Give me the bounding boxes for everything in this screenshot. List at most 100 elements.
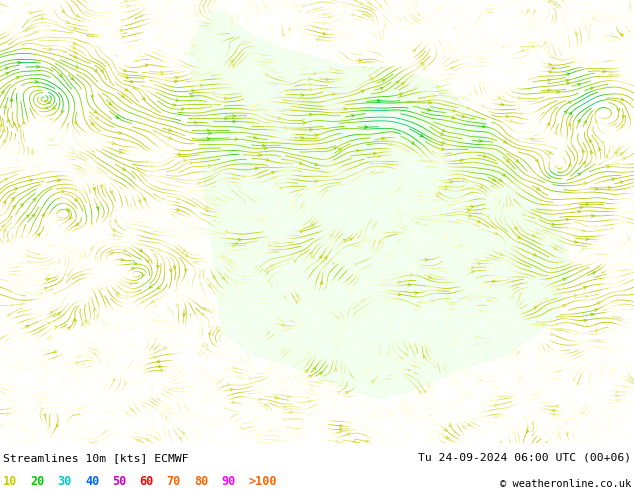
FancyArrowPatch shape — [453, 374, 456, 377]
FancyArrowPatch shape — [223, 377, 226, 380]
FancyArrowPatch shape — [395, 40, 398, 43]
FancyArrowPatch shape — [403, 414, 406, 416]
FancyArrowPatch shape — [321, 200, 324, 203]
FancyArrowPatch shape — [583, 162, 585, 165]
FancyArrowPatch shape — [7, 167, 10, 169]
FancyArrowPatch shape — [291, 14, 295, 17]
FancyArrowPatch shape — [361, 192, 365, 195]
FancyArrowPatch shape — [414, 403, 417, 405]
FancyArrowPatch shape — [442, 129, 445, 132]
FancyArrowPatch shape — [586, 238, 588, 241]
FancyArrowPatch shape — [253, 68, 256, 72]
FancyArrowPatch shape — [42, 366, 44, 368]
FancyArrowPatch shape — [460, 339, 463, 342]
FancyArrowPatch shape — [221, 256, 224, 259]
FancyArrowPatch shape — [449, 92, 452, 94]
FancyArrowPatch shape — [234, 326, 237, 329]
FancyArrowPatch shape — [228, 269, 231, 271]
FancyArrowPatch shape — [35, 80, 38, 83]
FancyArrowPatch shape — [452, 356, 455, 359]
FancyArrowPatch shape — [318, 324, 321, 327]
FancyArrowPatch shape — [517, 351, 520, 354]
FancyArrowPatch shape — [518, 97, 521, 99]
FancyArrowPatch shape — [261, 253, 264, 256]
FancyArrowPatch shape — [295, 20, 299, 23]
FancyArrowPatch shape — [17, 152, 20, 155]
FancyArrowPatch shape — [416, 251, 419, 254]
FancyArrowPatch shape — [142, 381, 145, 384]
FancyArrowPatch shape — [232, 228, 235, 231]
FancyArrowPatch shape — [10, 390, 12, 392]
FancyArrowPatch shape — [273, 7, 276, 10]
FancyArrowPatch shape — [459, 9, 462, 12]
FancyArrowPatch shape — [393, 421, 396, 423]
FancyArrowPatch shape — [245, 0, 249, 3]
FancyArrowPatch shape — [3, 366, 6, 368]
FancyArrowPatch shape — [26, 325, 29, 328]
FancyArrowPatch shape — [372, 32, 375, 36]
FancyArrowPatch shape — [339, 431, 342, 433]
FancyArrowPatch shape — [554, 132, 557, 135]
FancyArrowPatch shape — [89, 231, 91, 234]
FancyArrowPatch shape — [462, 1, 465, 4]
FancyArrowPatch shape — [410, 27, 413, 30]
FancyArrowPatch shape — [160, 335, 163, 338]
FancyArrowPatch shape — [82, 323, 84, 326]
FancyArrowPatch shape — [407, 41, 410, 44]
FancyArrowPatch shape — [475, 336, 478, 338]
FancyArrowPatch shape — [77, 355, 80, 358]
FancyArrowPatch shape — [286, 425, 289, 428]
FancyArrowPatch shape — [98, 285, 101, 288]
FancyArrowPatch shape — [355, 199, 358, 202]
FancyArrowPatch shape — [195, 33, 198, 36]
FancyArrowPatch shape — [245, 322, 247, 325]
FancyArrowPatch shape — [287, 395, 290, 398]
FancyArrowPatch shape — [6, 73, 9, 75]
FancyArrowPatch shape — [370, 78, 373, 80]
FancyArrowPatch shape — [267, 313, 269, 316]
FancyArrowPatch shape — [368, 1, 371, 4]
FancyArrowPatch shape — [616, 394, 618, 397]
FancyArrowPatch shape — [161, 73, 164, 76]
FancyArrowPatch shape — [463, 344, 467, 346]
FancyArrowPatch shape — [382, 80, 385, 82]
FancyArrowPatch shape — [616, 384, 619, 387]
FancyArrowPatch shape — [609, 125, 612, 127]
FancyArrowPatch shape — [323, 13, 326, 16]
FancyArrowPatch shape — [585, 295, 588, 298]
FancyArrowPatch shape — [343, 211, 346, 213]
FancyArrowPatch shape — [3, 140, 5, 144]
FancyArrowPatch shape — [252, 305, 256, 308]
FancyArrowPatch shape — [4, 178, 8, 181]
FancyArrowPatch shape — [476, 45, 479, 48]
FancyArrowPatch shape — [32, 130, 35, 133]
FancyArrowPatch shape — [366, 14, 370, 17]
FancyArrowPatch shape — [559, 30, 561, 33]
FancyArrowPatch shape — [517, 236, 521, 238]
FancyArrowPatch shape — [270, 26, 273, 29]
FancyArrowPatch shape — [457, 245, 460, 248]
FancyArrowPatch shape — [501, 103, 503, 106]
FancyArrowPatch shape — [305, 289, 307, 292]
FancyArrowPatch shape — [368, 74, 372, 77]
FancyArrowPatch shape — [160, 71, 163, 74]
FancyArrowPatch shape — [436, 363, 439, 366]
FancyArrowPatch shape — [243, 175, 246, 178]
FancyArrowPatch shape — [205, 195, 208, 197]
FancyArrowPatch shape — [489, 11, 492, 13]
FancyArrowPatch shape — [11, 243, 14, 246]
FancyArrowPatch shape — [90, 247, 93, 250]
FancyArrowPatch shape — [583, 150, 585, 153]
FancyArrowPatch shape — [404, 422, 408, 425]
FancyArrowPatch shape — [512, 424, 514, 427]
FancyArrowPatch shape — [91, 122, 93, 125]
FancyArrowPatch shape — [366, 40, 369, 43]
FancyArrowPatch shape — [108, 441, 111, 444]
FancyArrowPatch shape — [567, 82, 570, 85]
FancyArrowPatch shape — [604, 413, 607, 416]
FancyArrowPatch shape — [100, 69, 103, 73]
FancyArrowPatch shape — [29, 179, 32, 182]
FancyArrowPatch shape — [598, 425, 600, 428]
FancyArrowPatch shape — [359, 1, 363, 4]
FancyArrowPatch shape — [5, 67, 8, 70]
